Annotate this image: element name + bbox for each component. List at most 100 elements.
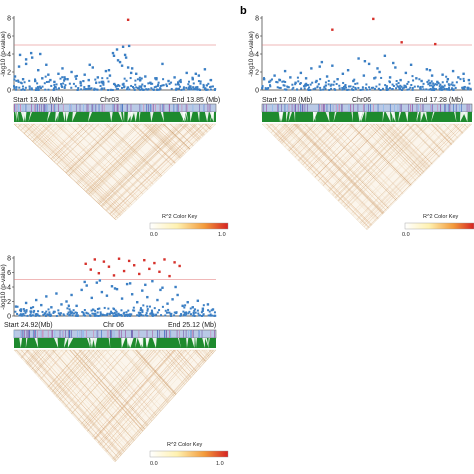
data-point [29,51,33,55]
data-point [73,312,76,315]
data-point [180,314,183,317]
data-point [63,87,66,90]
data-point [373,77,376,80]
ld-line [334,123,408,198]
data-point [115,313,118,316]
data-point [110,310,113,313]
data-point [324,81,327,84]
color-key-min: 0.0 [150,232,158,238]
color-key-max: 1.0 [218,232,226,238]
data-point [158,88,161,91]
ld-line [392,123,433,165]
ld-line [183,123,201,140]
ld-line [71,349,129,414]
data-point [107,265,111,268]
data-point [37,87,40,90]
data-point [55,314,58,317]
data-point [107,88,110,91]
ld-line [357,123,453,221]
data-point [61,67,64,70]
snp-connector-gap [138,112,141,122]
data-point [103,306,106,309]
ld-line [375,123,425,173]
ld-line [198,349,208,360]
data-point [145,312,148,315]
ld-line [56,349,101,398]
data-point [331,64,334,67]
ld-line [113,349,214,461]
data-point [139,309,142,312]
ld-line [27,349,123,455]
data-point [194,311,197,314]
snp-connector-gap [459,112,466,122]
ld-line [151,123,185,155]
data-point [289,76,292,79]
data-point [413,85,416,88]
data-point [163,258,166,261]
data-point [202,83,205,86]
data-point [281,80,284,83]
data-point [173,314,176,317]
data-point [52,88,55,91]
start-label: Start 24.92(Mb) [4,322,53,329]
snp-connector-gap [118,112,123,122]
data-point [180,88,183,91]
data-point [102,80,105,83]
data-point [338,84,341,87]
data-point [127,309,130,312]
data-point [316,86,319,89]
data-point [136,301,139,304]
snp-connector-gap [333,112,337,122]
data-point [186,301,189,304]
ld-line [85,123,156,192]
data-point [125,311,128,314]
data-point [146,308,149,311]
data-point [399,78,402,82]
data-point [171,298,174,301]
ld-line [284,123,307,147]
data-point [16,305,19,308]
data-point [420,79,423,83]
data-point [138,314,141,317]
snp-connector-gap [150,112,154,122]
ld-line [16,349,117,461]
data-point [467,88,470,91]
data-point [434,83,437,86]
ld-line [88,123,163,195]
ld-line [204,123,211,130]
data-point [63,76,66,79]
data-point [151,280,154,283]
data-point [22,308,25,311]
data-point [139,88,142,91]
data-point [162,78,165,81]
data-point [331,28,334,31]
ld-line [32,123,52,142]
data-point [18,53,22,57]
data-point [325,84,328,87]
data-point [45,310,48,313]
data-point [17,65,21,68]
data-point [344,84,347,87]
data-point [352,88,355,91]
data-point [405,86,408,89]
data-point [285,88,288,91]
data-point [144,283,147,287]
data-point [333,80,336,83]
data-point [179,78,182,81]
ld-line [78,123,149,190]
data-point [114,314,117,317]
data-point [300,87,303,90]
ld-line [82,349,153,427]
data-point [20,82,23,85]
data-point [187,88,190,91]
data-point [341,86,344,89]
data-point [192,314,195,317]
snp-connector-gap [463,112,468,122]
data-point [24,311,27,314]
data-point [466,86,469,89]
data-point [176,293,179,297]
snp-connector-gap [65,112,69,122]
data-point [123,77,126,80]
data-point [98,307,101,310]
